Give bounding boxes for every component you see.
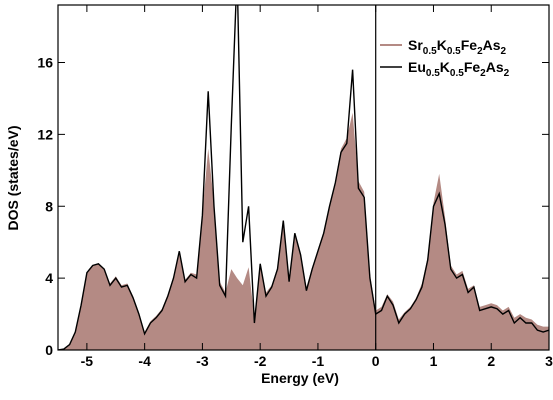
x-tick-label: -2 (254, 353, 267, 369)
x-tick-label: -3 (196, 353, 209, 369)
y-tick-label: 8 (45, 198, 53, 214)
plot-area (58, 5, 549, 350)
y-tick-label: 16 (37, 55, 53, 71)
dos-line (58, 5, 549, 350)
x-tick-label: -4 (138, 353, 151, 369)
x-tick-label: 3 (545, 353, 553, 369)
dos-area (58, 112, 549, 350)
y-tick-label: 12 (37, 126, 53, 142)
x-tick-label: 2 (487, 353, 495, 369)
x-axis-label: Energy (eV) (261, 370, 339, 386)
x-tick-label: 0 (372, 353, 380, 369)
x-tick-label: 1 (430, 353, 438, 369)
plot-frame (57, 4, 550, 351)
legend-label: Eu0.5K0.5Fe2As2 (408, 59, 510, 79)
x-tick-label: -1 (312, 353, 325, 369)
legend-label: Sr0.5K0.5Fe2As2 (408, 37, 507, 57)
y-tick-label: 0 (45, 342, 53, 358)
x-tick-label: -5 (81, 353, 94, 369)
y-axis-label: DOS (states/eV) (5, 125, 21, 230)
y-tick-label: 4 (45, 270, 53, 286)
